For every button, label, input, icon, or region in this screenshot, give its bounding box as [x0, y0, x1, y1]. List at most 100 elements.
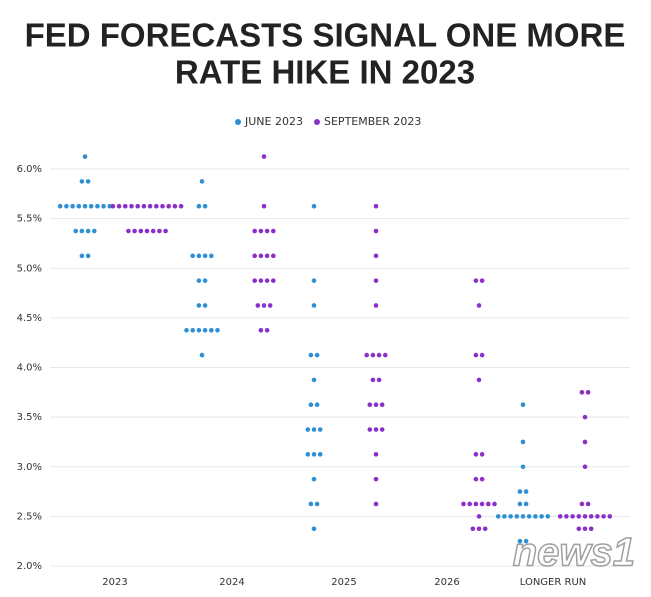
dot: [476, 377, 482, 383]
dot: [79, 179, 85, 184]
dot: [202, 327, 208, 333]
dot: [373, 203, 379, 209]
dot: [190, 253, 195, 259]
dot: [141, 203, 147, 209]
dot: [370, 377, 376, 383]
dot: [196, 278, 202, 283]
dot: [135, 203, 140, 209]
y-tick-label: 6.0%: [17, 164, 42, 175]
dot: [132, 228, 137, 234]
dot: [311, 278, 317, 283]
chart-title: FED FORECASTS SIGNAL ONE MORE: [25, 17, 626, 54]
dot: [520, 439, 526, 445]
dot: [585, 390, 591, 395]
dot: [576, 526, 582, 532]
dot: [79, 228, 85, 234]
dot: [150, 228, 156, 234]
legend-marker: [314, 119, 320, 125]
y-tick-label: 3.5%: [17, 412, 42, 423]
dot: [517, 501, 523, 507]
dot: [607, 514, 613, 519]
dot: [73, 228, 78, 234]
x-tick-label: 2023: [102, 577, 127, 588]
dot: [199, 179, 205, 184]
dot: [517, 489, 523, 494]
dot: [545, 514, 551, 519]
dot: [261, 154, 267, 159]
dot: [314, 402, 320, 408]
dot: [557, 514, 563, 519]
y-tick-label: 2.0%: [17, 561, 42, 572]
y-tick-label: 3.0%: [17, 462, 42, 473]
dot: [261, 203, 267, 209]
dot: [564, 514, 569, 519]
dot: [379, 402, 385, 408]
x-tick-label: 2025: [331, 577, 356, 588]
dot: [582, 439, 588, 445]
x-tick-label: LONGER RUN: [520, 577, 587, 588]
dot: [264, 253, 270, 259]
dot: [252, 228, 257, 234]
dot: [160, 203, 165, 209]
dot: [467, 501, 473, 507]
dot: [126, 228, 131, 234]
dot: [196, 203, 202, 209]
dot: [64, 203, 69, 209]
dot: [523, 501, 529, 507]
dot: [517, 538, 523, 544]
dot: [473, 352, 479, 358]
dot: [373, 476, 379, 482]
dot: [172, 203, 178, 209]
dot: [85, 228, 91, 234]
dot: [520, 514, 526, 519]
x-tick-label: 2026: [434, 577, 459, 588]
dot: [311, 203, 317, 209]
dot: [376, 352, 382, 358]
dot: [502, 514, 507, 519]
dot: [479, 452, 485, 457]
dot: [163, 228, 168, 234]
dot: [199, 352, 205, 358]
dot: [508, 514, 513, 519]
y-tick-label: 2.5%: [17, 511, 42, 522]
dot: [523, 489, 529, 494]
dot: [308, 352, 314, 358]
dot: [308, 402, 314, 408]
dot: [196, 327, 202, 333]
dot: [373, 402, 379, 408]
dot: [495, 514, 501, 519]
dot: [267, 303, 273, 308]
dot: [271, 228, 276, 234]
dot: [367, 402, 373, 408]
dot: [585, 501, 591, 507]
y-tick-label: 4.5%: [17, 313, 42, 324]
dot: [138, 228, 144, 234]
dot: [258, 327, 264, 333]
chart-title: RATE HIKE IN 2023: [175, 54, 475, 91]
dot: [526, 514, 532, 519]
dot: [582, 526, 588, 532]
dot: [202, 253, 208, 259]
dot: [314, 352, 320, 358]
dot: [373, 501, 379, 507]
dot: [308, 501, 314, 507]
dot: [582, 514, 588, 519]
dot: [595, 514, 600, 519]
dot: [601, 514, 606, 519]
dot: [473, 278, 479, 283]
dot: [476, 526, 482, 532]
dot: [479, 352, 485, 358]
dot: [157, 228, 162, 234]
dot: [582, 414, 588, 420]
dot: [482, 526, 488, 532]
dot: [373, 452, 379, 457]
dot: [579, 501, 585, 507]
dot: [85, 253, 91, 259]
dot: [539, 514, 544, 519]
dot: [129, 203, 134, 209]
dot: [252, 278, 257, 283]
dot: [311, 476, 317, 482]
x-tick-label: 2024: [219, 577, 244, 588]
dot: [261, 303, 267, 308]
dot: [252, 253, 257, 259]
